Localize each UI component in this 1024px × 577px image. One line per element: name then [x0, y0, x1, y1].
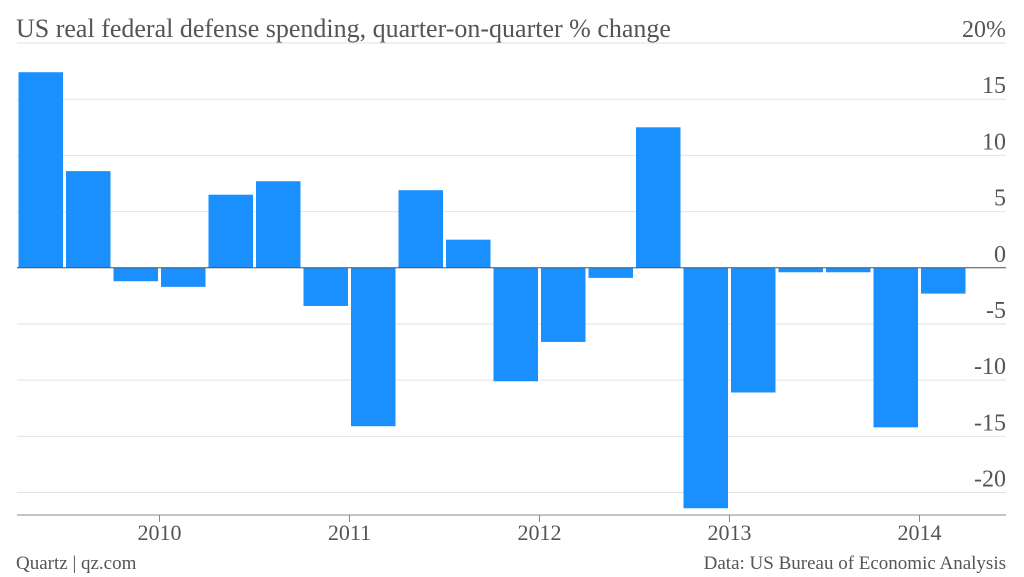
bar: [873, 267, 918, 428]
x-tick-label: 2011: [328, 520, 371, 545]
bar: [398, 190, 443, 268]
bar: [446, 239, 491, 268]
bar: [731, 267, 776, 393]
credit: Quartz | qz.com: [16, 553, 137, 574]
x-tick-label: 2010: [138, 520, 182, 545]
bar: [541, 267, 586, 342]
source: Data: US Bureau of Economic Analysis: [704, 553, 1006, 574]
bar: [636, 127, 681, 268]
bar: [351, 267, 396, 427]
y-tick-label: -15: [974, 410, 1006, 436]
bar: [778, 267, 823, 273]
y-tick-label: -10: [974, 354, 1006, 380]
x-tick-label: 2013: [708, 520, 752, 545]
y-tick-label: 15: [982, 73, 1006, 99]
y-tick-label: 0: [994, 242, 1006, 268]
bar: [303, 267, 348, 306]
bar: [493, 267, 538, 382]
bar: [18, 72, 63, 268]
bar: [683, 267, 728, 509]
y-tick-label: 20%: [962, 17, 1006, 43]
y-tick-label: 5: [994, 186, 1006, 212]
y-tick-label: -20: [974, 467, 1006, 493]
y-tick-label: -5: [986, 298, 1006, 324]
bar: [256, 181, 301, 268]
x-tick-label: 2014: [898, 520, 942, 545]
bar: [161, 267, 206, 287]
bar: [588, 267, 633, 278]
chart-title: US real federal defense spending, quarte…: [16, 14, 671, 43]
x-tick-label: 2012: [518, 520, 562, 545]
bar: [826, 267, 871, 273]
bar: [113, 267, 158, 282]
bar: [921, 267, 966, 294]
bar: [66, 171, 111, 268]
bar: [208, 194, 253, 268]
y-tick-label: 10: [982, 129, 1006, 155]
